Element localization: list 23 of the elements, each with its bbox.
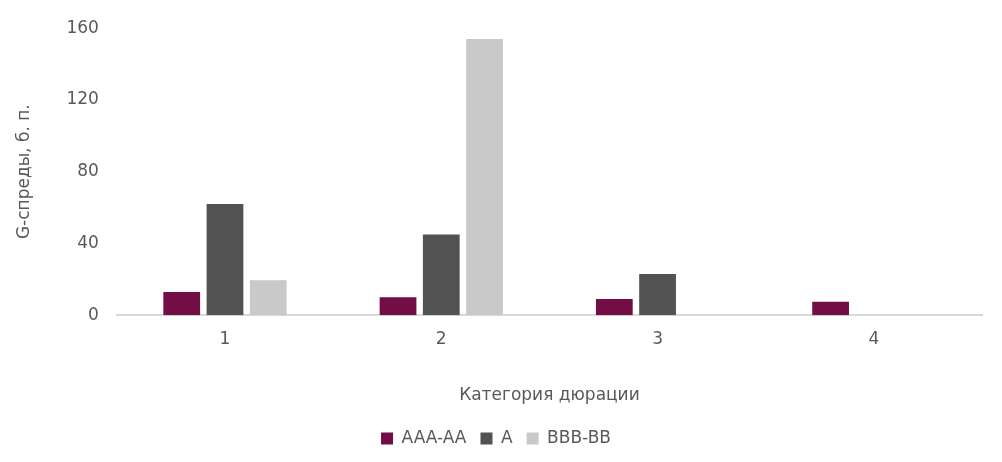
bar xyxy=(466,38,503,316)
x-tick-label: 2 xyxy=(435,327,447,348)
x-tick-label: 4 xyxy=(868,327,880,348)
y-tick-label: 40 xyxy=(77,231,99,252)
y-axis-title: G-спреды, б. п. xyxy=(12,104,33,240)
x-tick-label: 3 xyxy=(652,327,663,348)
bar xyxy=(249,280,287,316)
bar xyxy=(422,234,460,316)
y-tick-label: 80 xyxy=(77,160,99,181)
x-tick-label: 1 xyxy=(219,327,231,348)
y-tick-label: 0 xyxy=(88,303,99,324)
bar xyxy=(379,297,417,316)
legend-label: A xyxy=(500,426,513,447)
x-axis-title: Категория дюрации xyxy=(459,384,640,405)
bar xyxy=(812,301,849,316)
bar xyxy=(639,273,676,316)
y-tick-label: 120 xyxy=(66,88,99,109)
bar xyxy=(206,203,244,316)
legend-label: BBB-BB xyxy=(547,426,611,447)
legend-label: AAA-AA xyxy=(401,426,467,447)
y-tick-label: 160 xyxy=(66,16,99,37)
bar xyxy=(595,299,633,316)
bar xyxy=(163,291,201,316)
